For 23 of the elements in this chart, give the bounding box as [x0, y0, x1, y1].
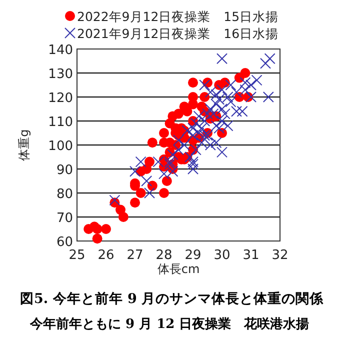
- y-axis-title: 体重g: [17, 129, 31, 161]
- x-axis-title: 体長cm: [157, 262, 200, 276]
- y-tick-label: 140: [48, 43, 73, 58]
- legend-label: 2021年9月12日夜操業 16日水揚: [77, 26, 279, 41]
- y-tick-label: 130: [48, 67, 73, 82]
- x-tick-label: 28: [156, 248, 172, 263]
- y-tick-label: 90: [56, 163, 73, 178]
- x-tick-label: 29: [184, 248, 202, 263]
- text: 図5. 今年と前年 9 月のサンマ体長と体重の関係: [20, 291, 325, 307]
- y-tick-label: 70: [56, 211, 73, 226]
- y-tick-label: 80: [56, 187, 73, 202]
- legend-label: 2022年9月12日夜操業 15日水揚: [77, 9, 279, 24]
- text: 今年前年ともに 9 月 12 日夜操業 花咲港水揚: [29, 316, 310, 332]
- y-tick-label: 120: [48, 91, 73, 106]
- x-tick-label: 32: [272, 248, 288, 263]
- x-tick-label: 26: [98, 248, 114, 263]
- x-tick-label: 27: [126, 248, 144, 263]
- x-tick-label: 31: [242, 248, 260, 263]
- x-tick-label: 30: [214, 248, 230, 263]
- y-tick-label: 100: [48, 139, 73, 154]
- y-tick-label: 110: [48, 115, 73, 130]
- x-tick-label: 25: [68, 248, 86, 263]
- y-tick-label: 60: [56, 235, 73, 250]
